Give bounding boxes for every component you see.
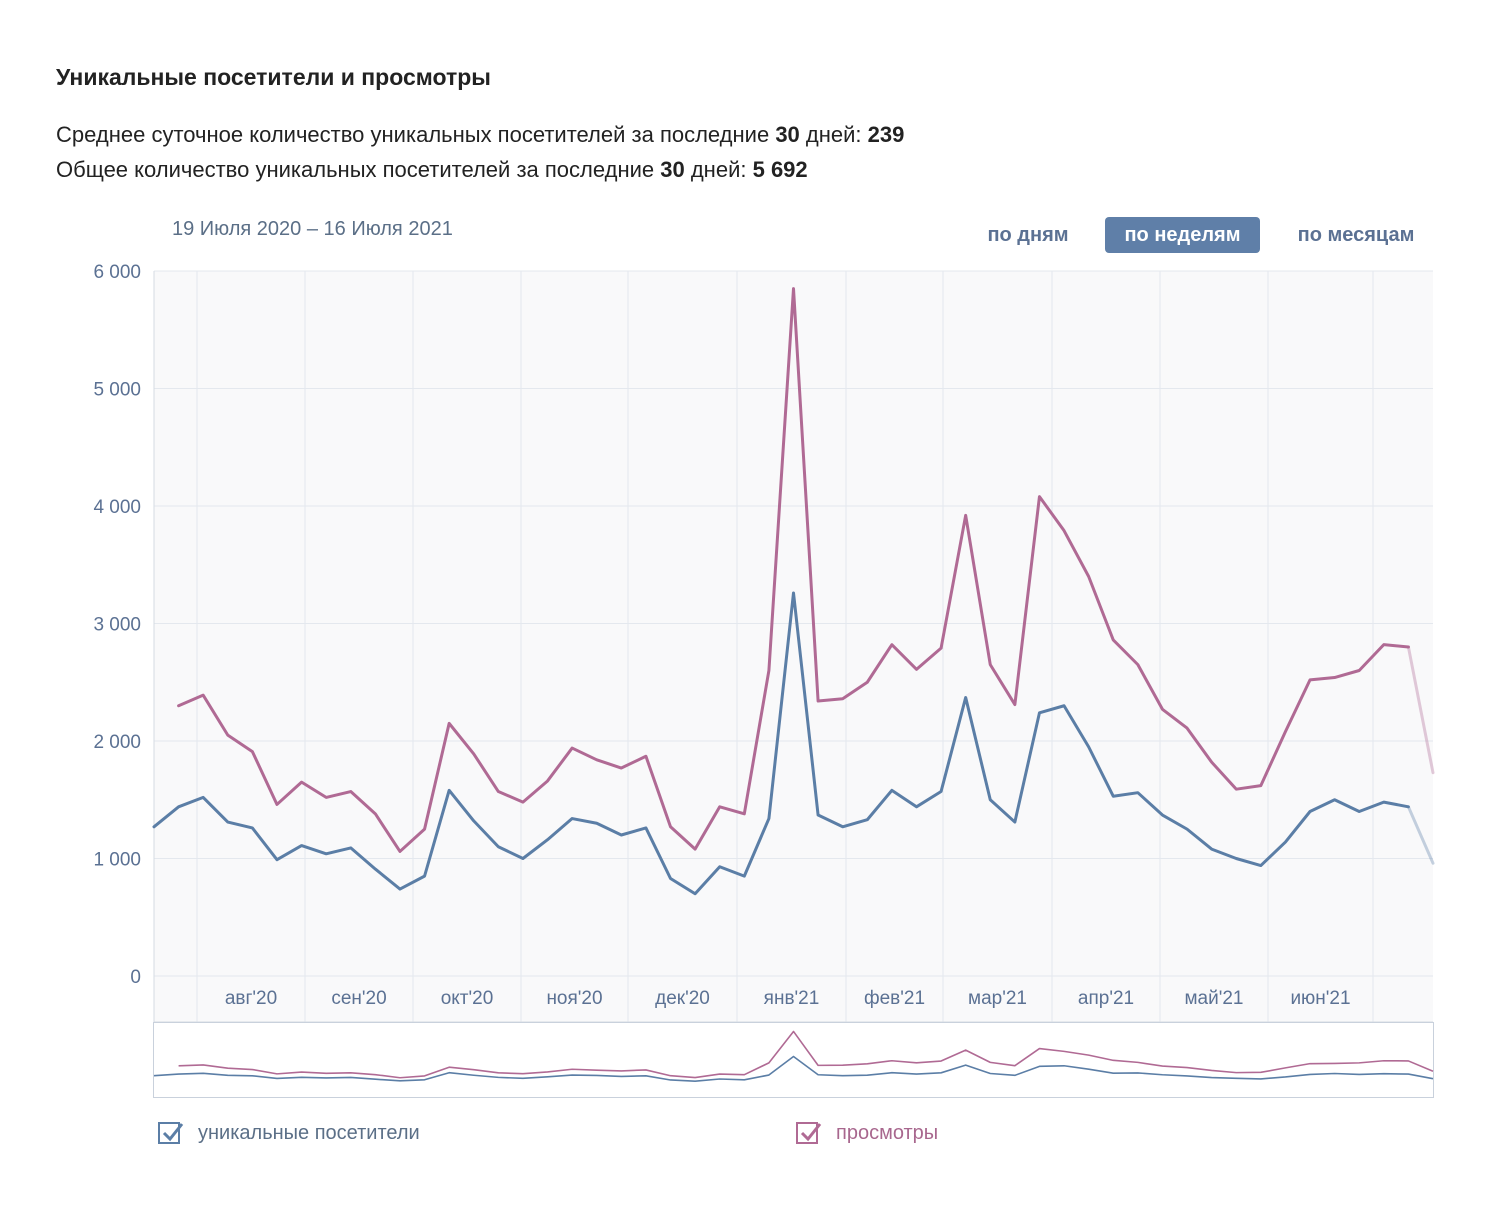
x-month-label: май'21 [1184,988,1243,1009]
y-tick-label: 6 000 [93,262,141,283]
y-tick-label: 4 000 [93,497,141,518]
x-month-label: дек'20 [655,988,710,1009]
avg-daily-visitors-stat: Среднее суточное количество уникальных п… [56,122,904,148]
x-month-label: янв'21 [764,988,820,1009]
x-month-label: ноя'20 [546,988,602,1009]
y-tick-label: 5 000 [93,380,141,401]
legend-views[interactable]: просмотры [796,1118,938,1148]
views-line-overview [178,1030,1434,1079]
stat1-prefix: Среднее суточное количество уникальных п… [56,122,776,147]
stat1-mid: дней: [799,122,868,147]
y-tick-label: 1 000 [93,850,141,871]
legend-visitors[interactable]: уникальные посетители [158,1118,420,1148]
legend-views-label: просмотры [836,1121,939,1144]
stat1-days: 30 [775,122,800,147]
visitors-line-partial [1406,805,1435,865]
period-month-button[interactable]: по месяцам [1297,224,1415,246]
views-checkbox[interactable] [796,1122,822,1144]
total-visitors-stat: Общее количество уникальных посетителей … [56,157,808,183]
check-icon [800,1123,822,1142]
visitors-line-overview [153,1055,1434,1083]
y-tick-label: 2 000 [93,732,141,753]
x-month-label: фев'21 [864,988,925,1009]
stat2-mid: дней: [684,157,753,182]
period-day-button[interactable]: по дням [987,224,1069,246]
stat2-prefix: Общее количество уникальных посетителей … [56,157,661,182]
x-month-label: окт'20 [441,988,494,1009]
overview-navigator[interactable] [153,1022,1434,1098]
x-month-label: авг'20 [225,988,277,1009]
stat2-days: 30 [660,157,685,182]
stat2-value: 5 692 [752,157,808,182]
x-month-label: сен'20 [331,988,386,1009]
stat1-value: 239 [867,122,905,147]
visitors-line [152,591,1410,896]
y-tick-label: 0 [130,967,141,988]
check-icon [162,1123,184,1142]
x-month-label: мар'21 [968,988,1027,1009]
legend-visitors-label: уникальные посетители [198,1121,420,1144]
period-week-button[interactable]: по неделям [1105,217,1260,253]
x-month-label: апр'21 [1078,988,1134,1009]
y-tick-label: 3 000 [93,615,141,636]
plot-background [154,271,1433,1022]
views-line-partial [1406,645,1435,775]
date-range[interactable]: 19 Июля 2020 – 16 Июля 2021 [172,218,453,240]
overview-frame [153,1022,1434,1098]
visitors-checkbox[interactable] [158,1122,184,1144]
main-line-chart: 0 1 000 2 000 3 000 4 000 5 000 6 000 авг'20 сен… [93,262,1435,1023]
x-month-label: июн'21 [1290,988,1350,1009]
page-title: Уникальные посетители и просмотры [56,64,491,90]
